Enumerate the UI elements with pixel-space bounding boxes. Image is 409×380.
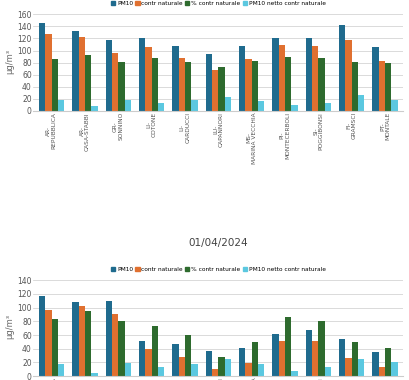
Bar — [118, 321, 125, 376]
Bar — [239, 46, 245, 111]
Bar — [106, 40, 112, 111]
Bar — [191, 364, 198, 376]
Bar — [291, 105, 298, 111]
Bar — [185, 335, 191, 376]
Bar — [306, 330, 312, 376]
Bar — [112, 53, 118, 111]
Bar — [252, 342, 258, 376]
Bar — [91, 373, 98, 376]
Bar — [58, 364, 64, 376]
Bar — [245, 59, 252, 111]
Bar — [172, 46, 179, 111]
Bar — [139, 340, 145, 376]
Bar — [179, 59, 185, 111]
Bar — [339, 25, 346, 111]
Bar — [158, 367, 164, 376]
Title: 01/04/2024: 01/04/2024 — [189, 238, 248, 248]
Bar — [145, 349, 152, 376]
Bar — [106, 301, 112, 376]
Y-axis label: μg/m³: μg/m³ — [6, 314, 15, 339]
Legend: PM10, contr naturale, % contr naturale, PM10 netto contr naturale: PM10, contr naturale, % contr naturale, … — [111, 267, 326, 272]
Bar — [352, 62, 358, 111]
Bar — [39, 296, 45, 376]
Bar — [139, 38, 145, 111]
Bar — [325, 367, 331, 376]
Bar — [45, 310, 52, 376]
Bar — [206, 54, 212, 111]
Bar — [225, 97, 231, 111]
Y-axis label: μg/m³: μg/m³ — [6, 49, 15, 74]
Bar — [85, 55, 91, 111]
Bar — [252, 61, 258, 111]
Bar — [346, 358, 352, 376]
Bar — [172, 344, 179, 376]
Bar — [112, 314, 118, 376]
Bar — [212, 70, 218, 111]
Bar — [279, 44, 285, 111]
Bar — [125, 363, 131, 376]
Bar — [79, 37, 85, 111]
Bar — [118, 62, 125, 111]
Bar — [285, 317, 291, 376]
Bar — [72, 31, 79, 111]
Bar — [385, 348, 391, 376]
Bar — [306, 38, 312, 111]
Bar — [373, 352, 379, 376]
Bar — [346, 40, 352, 111]
Bar — [339, 339, 346, 376]
Bar — [358, 95, 364, 111]
Bar — [225, 359, 231, 376]
Bar — [272, 334, 279, 376]
Bar — [325, 103, 331, 111]
Bar — [285, 57, 291, 111]
Bar — [312, 46, 318, 111]
Bar — [291, 371, 298, 376]
Bar — [85, 311, 91, 376]
Bar — [212, 369, 218, 376]
Bar — [179, 357, 185, 376]
Bar — [45, 34, 52, 111]
Bar — [318, 59, 325, 111]
Bar — [158, 103, 164, 111]
Bar — [258, 100, 264, 111]
Bar — [379, 61, 385, 111]
Bar — [39, 23, 45, 111]
Bar — [152, 59, 158, 111]
Bar — [185, 62, 191, 111]
Bar — [391, 100, 398, 111]
Bar — [279, 341, 285, 376]
Bar — [52, 59, 58, 111]
Bar — [312, 340, 318, 376]
Bar — [91, 106, 98, 111]
Bar — [379, 367, 385, 376]
Bar — [52, 319, 58, 376]
Bar — [258, 364, 264, 376]
Bar — [191, 100, 198, 111]
Bar — [358, 359, 364, 376]
Bar — [152, 326, 158, 376]
Legend: PM10, contr naturale, % contr naturale, PM10 netto contr naturale: PM10, contr naturale, % contr naturale, … — [111, 2, 326, 6]
Bar — [391, 363, 398, 376]
Bar — [373, 47, 379, 111]
Bar — [272, 38, 279, 111]
Bar — [218, 357, 225, 376]
Bar — [385, 63, 391, 111]
Bar — [318, 321, 325, 376]
Bar — [239, 348, 245, 376]
Bar — [206, 351, 212, 376]
Bar — [79, 306, 85, 376]
Bar — [145, 47, 152, 111]
Bar — [218, 67, 225, 111]
Bar — [245, 363, 252, 376]
Bar — [58, 100, 64, 111]
Bar — [352, 342, 358, 376]
Bar — [72, 302, 79, 376]
Bar — [125, 100, 131, 111]
